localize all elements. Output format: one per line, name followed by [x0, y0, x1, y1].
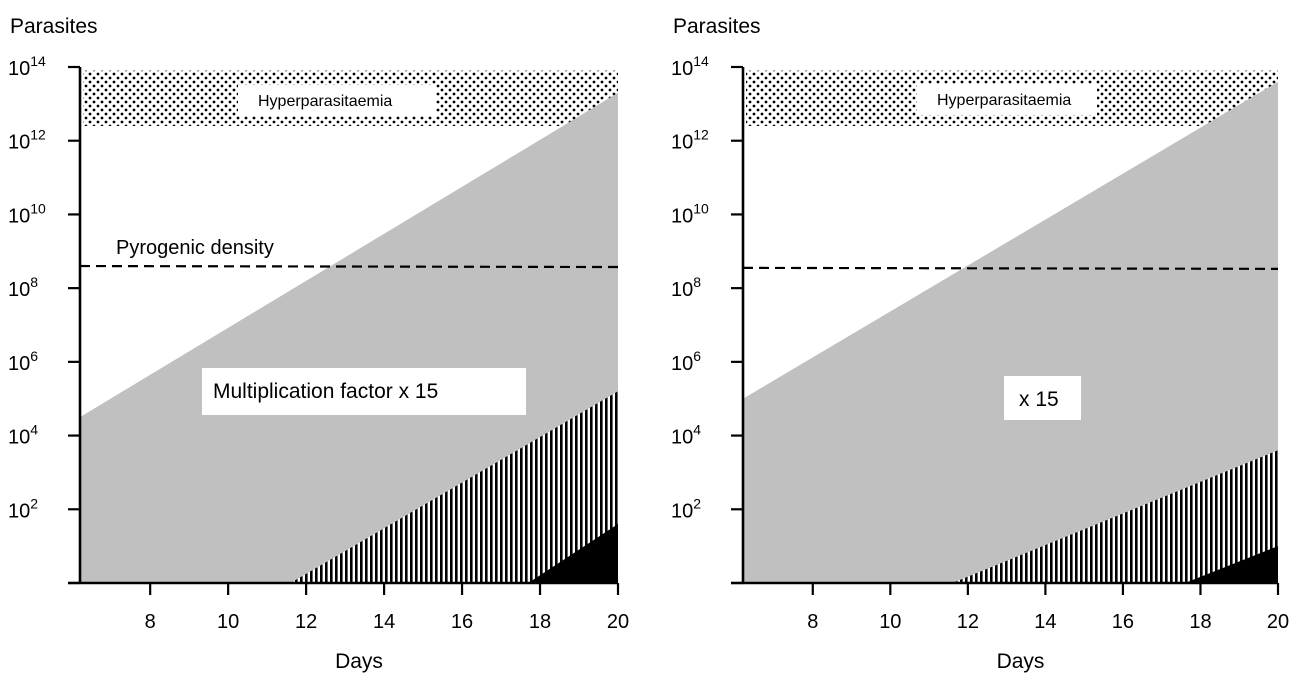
- x-axis-title: Days: [997, 650, 1045, 673]
- x-tick-label: 12: [957, 611, 979, 633]
- chart-panel-1: Hyperparasitaemia Pyrogenic density Multip…: [8, 15, 629, 673]
- y-tick-exponent: 12: [693, 127, 709, 143]
- x-tick-label: 8: [807, 611, 818, 633]
- y-tick-exponent: 2: [693, 495, 701, 511]
- region-solid: [1185, 546, 1278, 583]
- y-tick-label: 1010: [8, 200, 46, 227]
- y-tick-label: 1012: [8, 127, 46, 154]
- y-tick-base: 10: [671, 427, 693, 449]
- y-tick-label: 1014: [671, 53, 709, 80]
- hyperparasitaemia-label: Hyperparasitaemia: [258, 93, 392, 110]
- y-tick-base: 10: [671, 58, 693, 80]
- y-tick-exponent: 12: [30, 127, 46, 143]
- y-tick-base: 10: [671, 132, 693, 154]
- y-tick-exponent: 10: [693, 200, 709, 216]
- hyperparasitaemia-label: Hyperparasitaemia: [937, 92, 1071, 109]
- y-tick-base: 10: [8, 500, 30, 522]
- x-tick-label: 8: [145, 611, 156, 633]
- x-tick-label: 10: [879, 611, 901, 633]
- pyrogenic-density-label: Pyrogenic density: [116, 237, 274, 259]
- x-tick-label: 20: [607, 611, 629, 633]
- multiplication-label-box: [202, 368, 526, 415]
- y-tick-label: 108: [671, 274, 701, 301]
- y-tick-base: 10: [8, 427, 30, 449]
- y-tick-base: 10: [8, 132, 30, 154]
- y-tick-exponent: 6: [693, 348, 701, 364]
- y-tick-exponent: 8: [30, 274, 38, 290]
- y-tick-base: 10: [671, 500, 693, 522]
- x-tick-label: 10: [217, 611, 239, 633]
- x-tick-label: 16: [1112, 611, 1134, 633]
- y-tick-label: 104: [8, 422, 38, 449]
- y-tick-label: 106: [8, 348, 38, 375]
- region-gray: [743, 81, 1278, 582]
- y-tick-exponent: 4: [693, 422, 701, 438]
- y-tick-exponent: 14: [693, 53, 709, 69]
- region-striped: [952, 450, 1278, 583]
- y-tick-exponent: 8: [693, 274, 701, 290]
- x-tick-label: 16: [451, 611, 473, 633]
- y-tick-label: 104: [671, 422, 701, 449]
- y-tick-base: 10: [8, 205, 30, 227]
- y-tick-label: 108: [8, 274, 38, 301]
- multiplication-label: Multiplication factor x 15: [213, 380, 438, 403]
- multiplication-label-box: [1004, 376, 1081, 420]
- y-tick-base: 10: [671, 279, 693, 301]
- pyrogenic-density-line: [79, 264, 619, 269]
- y-tick-label: 102: [671, 495, 701, 522]
- y-axis-title: Parasites: [10, 15, 98, 38]
- region-gray: [80, 92, 618, 583]
- y-tick-label: 106: [671, 348, 701, 375]
- hyperparasitaemia-label-box: [917, 84, 1097, 115]
- x-tick-label: 12: [295, 611, 317, 633]
- y-axis-title: Parasites: [673, 15, 761, 38]
- x-tick-label: 14: [373, 611, 395, 633]
- y-tick-label: 1010: [671, 200, 709, 227]
- x-tick-label: 18: [529, 611, 551, 633]
- region-striped: [290, 391, 618, 583]
- y-tick-exponent: 14: [30, 53, 46, 69]
- y-tick-base: 10: [8, 58, 30, 80]
- x-tick-label: 20: [1267, 611, 1289, 633]
- y-tick-base: 10: [671, 353, 693, 375]
- y-tick-exponent: 6: [30, 348, 38, 364]
- hyperparasitaemia-label-box: [238, 85, 436, 116]
- y-tick-exponent: 4: [30, 422, 38, 438]
- y-tick-base: 10: [8, 353, 30, 375]
- multiplication-label: x 15: [1019, 388, 1059, 411]
- y-tick-exponent: 2: [30, 495, 38, 511]
- y-tick-label: 1012: [671, 127, 709, 154]
- y-tick-exponent: 10: [30, 200, 46, 216]
- x-tick-label: 14: [1034, 611, 1056, 633]
- y-tick-base: 10: [8, 279, 30, 301]
- x-tick-label: 18: [1189, 611, 1211, 633]
- y-tick-label: 1014: [8, 53, 46, 80]
- region-solid: [528, 524, 618, 583]
- pyrogenic-density-line: [742, 266, 1279, 270]
- y-tick-base: 10: [671, 205, 693, 227]
- y-tick-label: 102: [8, 495, 38, 522]
- x-axis-title: Days: [335, 650, 383, 673]
